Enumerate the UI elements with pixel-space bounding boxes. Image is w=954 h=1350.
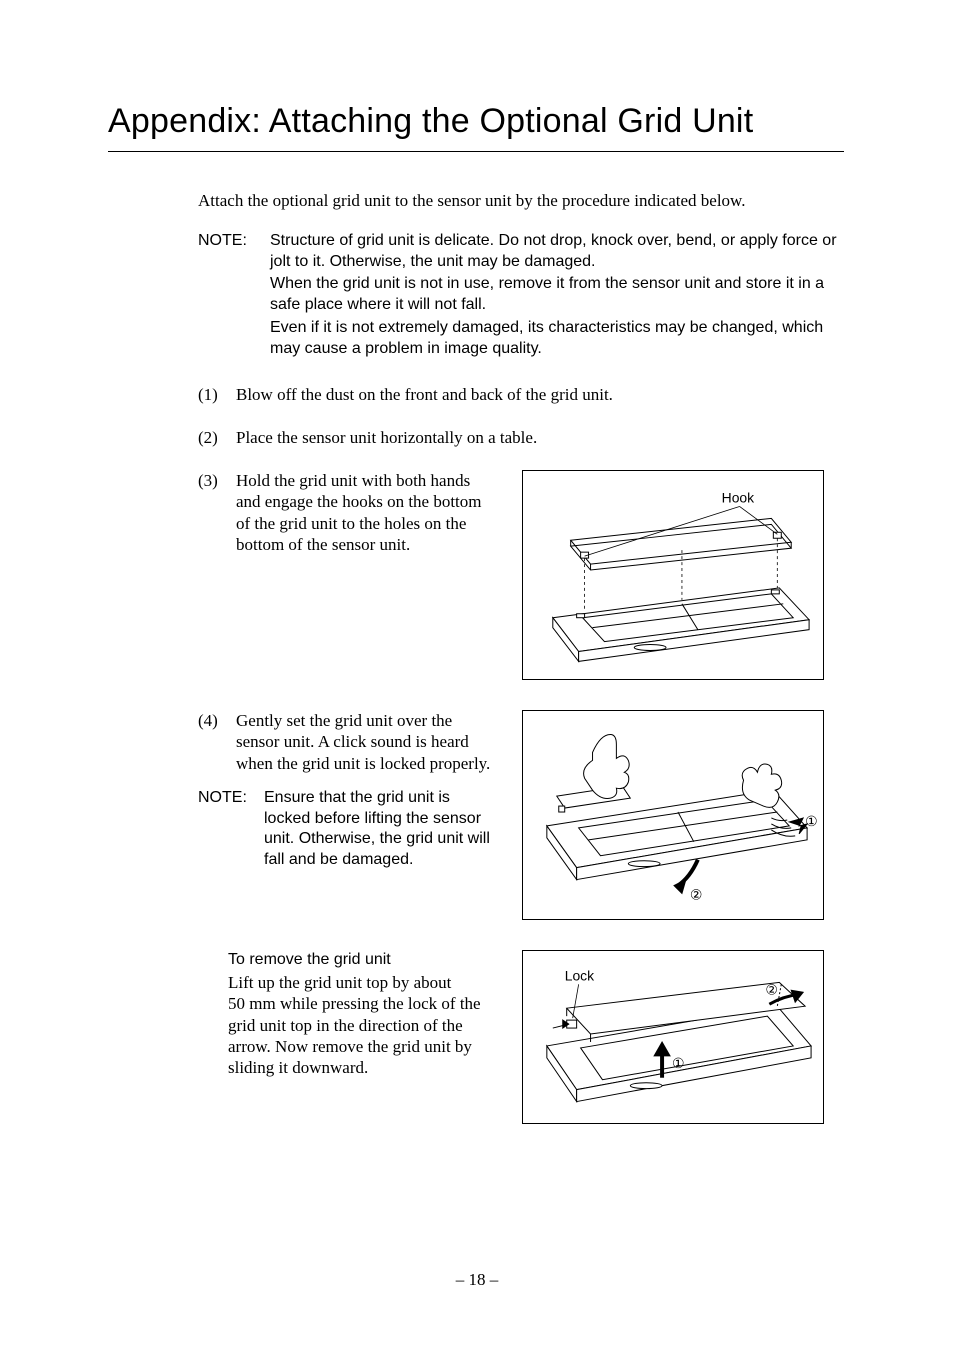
title-rule	[108, 151, 844, 152]
figure-lock-click: ① ②	[522, 710, 824, 920]
step-3-num: (3)	[198, 470, 226, 555]
note-body: Structure of grid unit is delicate. Do n…	[270, 231, 844, 362]
note2-label: NOTE:	[198, 788, 252, 871]
note-line-3: Even if it is not extremely damaged, its…	[270, 318, 844, 360]
row-step4: (4) Gently set the grid unit over the se…	[198, 710, 844, 920]
row-step3: (3) Hold the grid unit with both hands a…	[198, 470, 844, 680]
fig1-hook-label: Hook	[722, 490, 754, 506]
fig2-marker2: ②	[690, 886, 702, 902]
fig3-marker1: ①	[672, 1055, 684, 1071]
intro-text: Attach the optional grid unit to the sen…	[198, 190, 844, 211]
step-1-text: Blow off the dust on the front and back …	[236, 384, 844, 405]
step-2-text: Place the sensor unit horizontally on a …	[236, 427, 844, 448]
fig3-lock-label: Lock	[565, 967, 594, 983]
step-3: (3) Hold the grid unit with both hands a…	[198, 470, 498, 555]
step-1-num: (1)	[198, 384, 226, 405]
removal-block: To remove the grid unit Lift up the grid…	[228, 950, 498, 1078]
removal-title: To remove the grid unit	[228, 950, 498, 970]
note2-text: Ensure that the grid unit is locked befo…	[264, 788, 498, 871]
removal-text: Lift up the grid unit top by about 50 mm…	[228, 972, 498, 1078]
figure-hook: Hook	[522, 470, 824, 680]
note-label: NOTE:	[198, 231, 256, 362]
page-title: Appendix: Attaching the Optional Grid Un…	[108, 100, 844, 143]
step-1: (1) Blow off the dust on the front and b…	[198, 384, 844, 405]
content-block: Attach the optional grid unit to the sen…	[198, 190, 844, 1125]
step-4-text: Gently set the grid unit over the sensor…	[236, 710, 498, 774]
note-line-1: Structure of grid unit is delicate. Do n…	[270, 231, 844, 273]
fig3-marker2: ②	[765, 981, 777, 997]
fig2-marker1: ①	[805, 813, 817, 829]
page-number: – 18 –	[0, 1269, 954, 1290]
page: Appendix: Attaching the Optional Grid Un…	[0, 0, 954, 1350]
note-step4: NOTE: Ensure that the grid unit is locke…	[198, 788, 498, 871]
step-4: (4) Gently set the grid unit over the se…	[198, 710, 498, 774]
note-main: NOTE: Structure of grid unit is delicate…	[198, 231, 844, 362]
note-line-2: When the grid unit is not in use, remove…	[270, 274, 844, 316]
row-removal: To remove the grid unit Lift up the grid…	[198, 950, 844, 1124]
step-4-num: (4)	[198, 710, 226, 774]
figure-remove: Lock ①	[522, 950, 824, 1124]
step-3-text: Hold the grid unit with both hands and e…	[236, 470, 498, 555]
step-2: (2) Place the sensor unit horizontally o…	[198, 427, 844, 448]
step-2-num: (2)	[198, 427, 226, 448]
